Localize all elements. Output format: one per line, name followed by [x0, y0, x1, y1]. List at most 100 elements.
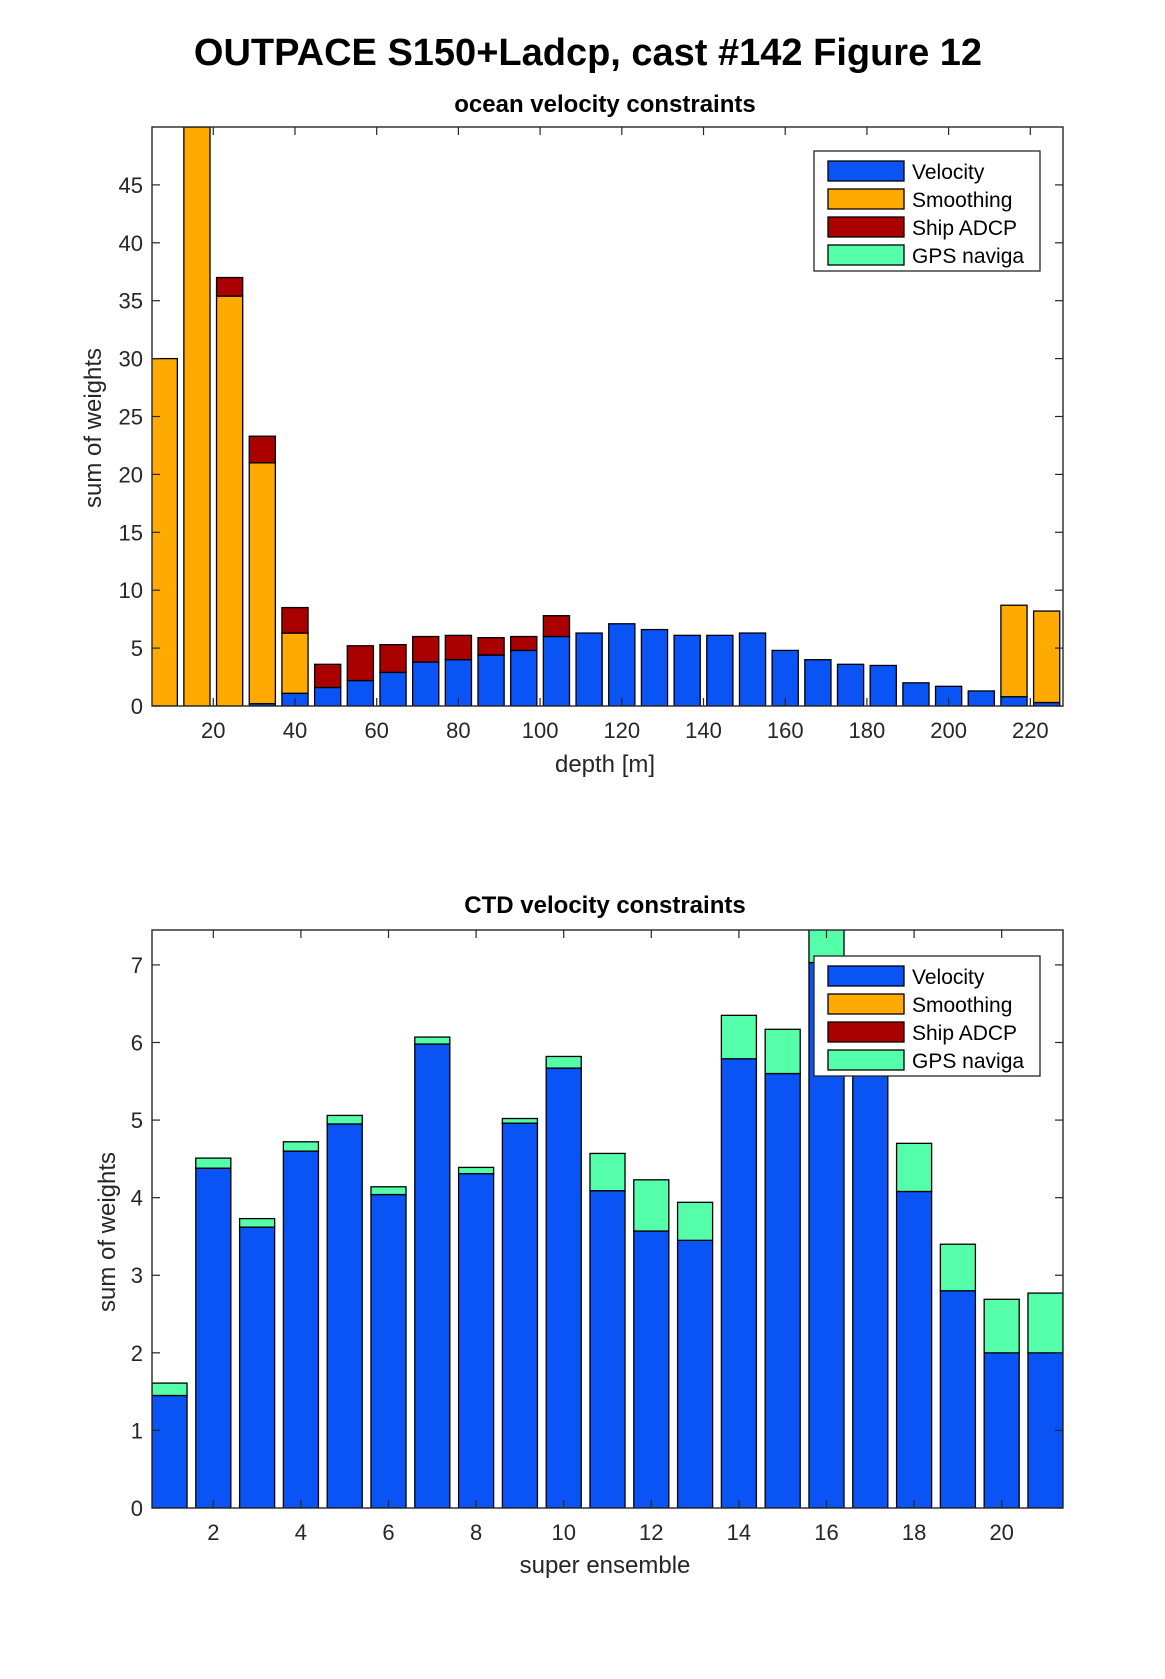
ocean-velocity-axes: ocean velocity constraints depth [m] sum… [80, 91, 1064, 778]
ctd-legend-swatch-smoothing [827, 993, 905, 1015]
ocean-bar-velocity-20 [771, 649, 799, 706]
ctd-bar-velocity-11 [589, 1190, 626, 1508]
ctd-legend-label-velocity: Velocity [912, 966, 985, 989]
ocean-bar-ship_adcp-9 [411, 635, 440, 663]
ocean-legend-swatch-smoothing [827, 188, 905, 210]
ctd-legend-label-gps: GPS naviga [912, 1050, 1024, 1073]
ctd-axes-box [151, 929, 1064, 1509]
ctd-bar-gps-8 [457, 1166, 495, 1175]
ctd-velocity-title: CTD velocity constraints [464, 892, 745, 919]
ocean-xtick-label: 220 [1012, 718, 1049, 743]
ctd-bar-velocity-6 [370, 1193, 407, 1508]
ocean-velocity-ylabel: sum of weights [80, 348, 107, 508]
ctd-xtick-label: 8 [470, 1520, 482, 1545]
ocean-bar-ship_adcp-3 [215, 276, 244, 297]
ctd-ytick-label: 6 [131, 1030, 143, 1055]
ocean-bar-velocity-14 [575, 632, 603, 706]
ocean-xtick-label: 180 [849, 718, 886, 743]
ctd-bar-gps-5 [326, 1114, 363, 1125]
ocean-bar-ship_adcp-4 [248, 435, 277, 464]
ocean-xtick-label: 120 [603, 718, 640, 743]
ctd-xtick-label: 16 [814, 1520, 838, 1545]
ctd-xtick-label: 18 [902, 1520, 926, 1545]
ocean-bar-ship_adcp-6 [313, 663, 342, 689]
figure-title: OUTPACE S150+Ladcp, cast #142 Figure 12 [194, 32, 982, 74]
ocean-velocity-plot-area: 20 40 60 80 100 120 140 160 180 200 220 0 5 10 15 20 25 3… [119, 126, 1064, 743]
ocean-bar-ship_adcp-11 [477, 637, 505, 656]
ocean-ytick-label: 40 [119, 231, 143, 256]
ctd-ytick-label: 3 [131, 1263, 143, 1288]
ocean-ytick-label: 0 [131, 694, 143, 719]
ocean-velocity-title: ocean velocity constraints [454, 91, 755, 118]
ocean-legend-swatch-ship_adcp [827, 216, 905, 238]
ctd-velocity-axes: CTD velocity constraints super ensemble … [94, 892, 1064, 1579]
ocean-bar-velocity-15 [608, 623, 636, 706]
ocean-ytick-label: 15 [119, 520, 143, 545]
ctd-xtick-label: 4 [295, 1520, 307, 1545]
ocean-legend-swatch-gps [827, 244, 905, 266]
ocean-bar-velocity-11 [477, 654, 505, 706]
ctd-ytick-label: 0 [131, 1496, 143, 1521]
ctd-bar-velocity-14 [720, 1058, 758, 1508]
ocean-ytick-label: 10 [119, 578, 143, 603]
ctd-bar-velocity-13 [676, 1239, 714, 1508]
ctd-bar-velocity-5 [326, 1123, 363, 1508]
ctd-bar-velocity-2 [195, 1167, 232, 1508]
ocean-xtick-label: 140 [685, 718, 722, 743]
ocean-bar-velocity-9 [411, 661, 440, 706]
ctd-xtick-label: 12 [639, 1520, 663, 1545]
ctd-bar-gps-3 [238, 1217, 276, 1228]
ocean-bar-velocity-26 [967, 690, 996, 706]
ocean-ytick-label: 25 [119, 405, 143, 430]
ocean-ytick-label: 45 [119, 173, 143, 198]
ocean-bars [152, 127, 1061, 706]
ctd-bar-gps-6 [370, 1186, 407, 1196]
ctd-legend-swatch-ship_adcp [827, 1021, 905, 1043]
ocean-bar-velocity-17 [673, 634, 701, 706]
ctd-bar-gps-19 [939, 1243, 977, 1292]
ocean-xtick-label: 20 [201, 718, 225, 743]
ctd-xtick-label: 14 [727, 1520, 751, 1545]
ocean-bar-velocity-12 [510, 649, 538, 706]
ctd-bar-gps-4 [282, 1141, 320, 1152]
ctd-bar-velocity-1 [152, 1394, 188, 1508]
ocean-bar-velocity-18 [706, 634, 734, 706]
ocean-bar-velocity-19 [738, 632, 767, 706]
ctd-legend-label-smoothing: Smoothing [912, 994, 1012, 1017]
ocean-bar-velocity-24 [902, 682, 930, 706]
ocean-ytick-label: 5 [131, 636, 143, 661]
ctd-legend-swatch-gps [827, 1049, 905, 1071]
ctd-bar-gps-21 [1027, 1292, 1063, 1354]
ocean-legend: Velocity Smoothing Ship ADCP GPS naviga [813, 150, 1041, 272]
ocean-xtick-label: 200 [930, 718, 967, 743]
ctd-bar-gps-11 [589, 1152, 626, 1192]
ocean-bar-ship_adcp-13 [542, 615, 571, 638]
ctd-bar-gps-10 [545, 1055, 582, 1069]
ocean-bar-velocity-6 [313, 686, 342, 706]
ctd-bar-gps-1 [152, 1382, 188, 1397]
ocean-bar-velocity-23 [869, 664, 897, 706]
ctd-xtick-label: 20 [989, 1520, 1013, 1545]
ctd-bar-gps-13 [676, 1201, 714, 1241]
ctd-ytick-label: 2 [131, 1341, 143, 1366]
ocean-bar-velocity-8 [379, 671, 407, 706]
ctd-bar-velocity-17 [852, 1034, 889, 1508]
ocean-legend-label-gps: GPS naviga [912, 245, 1024, 268]
ocean-ytick-label: 35 [119, 289, 143, 314]
ctd-legend: Velocity Smoothing Ship ADCP GPS naviga [813, 955, 1041, 1077]
ctd-bar-gps-15 [764, 1028, 801, 1075]
ctd-bar-gps-7 [414, 1036, 451, 1045]
ocean-bar-ship_adcp-8 [379, 643, 407, 674]
ctd-velocity-ylabel: sum of weights [94, 1152, 121, 1312]
ctd-bar-velocity-18 [895, 1190, 933, 1508]
ocean-legend-label-ship_adcp: Ship ADCP [912, 217, 1017, 240]
ctd-xtick-label: 2 [207, 1520, 219, 1545]
ocean-bar-smoothing-28 [1032, 610, 1061, 704]
ctd-ytick-label: 1 [131, 1418, 143, 1443]
ocean-bar-smoothing-4 [248, 462, 277, 705]
ocean-bar-smoothing-3 [215, 295, 244, 706]
ocean-bar-velocity-13 [542, 635, 571, 706]
ocean-bar-ship_adcp-10 [444, 634, 473, 661]
